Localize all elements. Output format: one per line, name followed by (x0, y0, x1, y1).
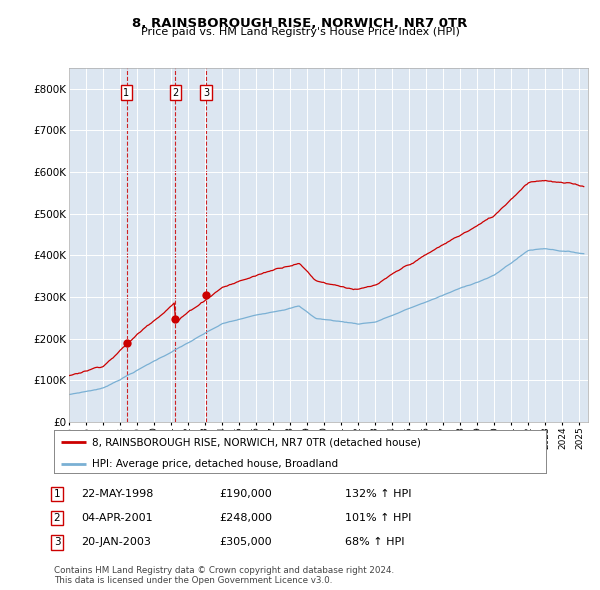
Text: 132% ↑ HPI: 132% ↑ HPI (345, 489, 412, 499)
Text: 22-MAY-1998: 22-MAY-1998 (81, 489, 154, 499)
Text: 8, RAINSBOROUGH RISE, NORWICH, NR7 0TR: 8, RAINSBOROUGH RISE, NORWICH, NR7 0TR (133, 17, 467, 30)
Text: HPI: Average price, detached house, Broadland: HPI: Average price, detached house, Broa… (92, 458, 338, 468)
Text: 2: 2 (53, 513, 61, 523)
Text: 1: 1 (53, 489, 61, 499)
Text: 8, RAINSBOROUGH RISE, NORWICH, NR7 0TR (detached house): 8, RAINSBOROUGH RISE, NORWICH, NR7 0TR (… (92, 437, 421, 447)
Text: Contains HM Land Registry data © Crown copyright and database right 2024.
This d: Contains HM Land Registry data © Crown c… (54, 566, 394, 585)
Text: 101% ↑ HPI: 101% ↑ HPI (345, 513, 412, 523)
Text: 04-APR-2001: 04-APR-2001 (81, 513, 152, 523)
Text: 1: 1 (124, 88, 130, 97)
Text: £190,000: £190,000 (219, 489, 272, 499)
Text: £248,000: £248,000 (219, 513, 272, 523)
Text: 2: 2 (172, 88, 178, 97)
Text: 3: 3 (53, 537, 61, 547)
Text: Price paid vs. HM Land Registry's House Price Index (HPI): Price paid vs. HM Land Registry's House … (140, 27, 460, 37)
Text: 68% ↑ HPI: 68% ↑ HPI (345, 537, 404, 547)
Text: £305,000: £305,000 (219, 537, 272, 547)
Text: 20-JAN-2003: 20-JAN-2003 (81, 537, 151, 547)
Text: 3: 3 (203, 88, 209, 97)
